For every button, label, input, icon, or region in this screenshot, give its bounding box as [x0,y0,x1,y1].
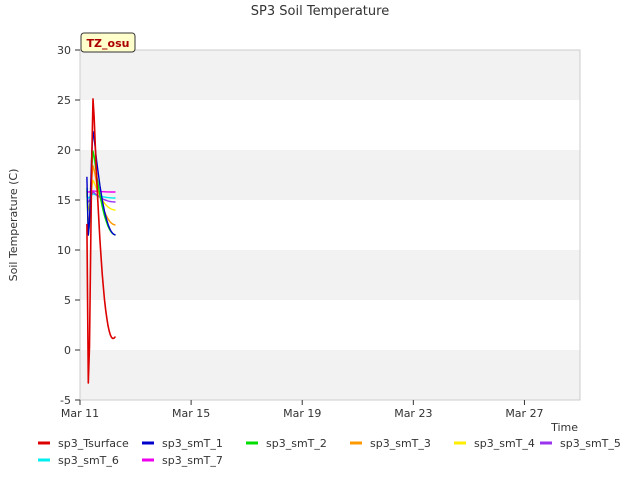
y-tick-label: 15 [57,194,71,207]
x-axis: Mar 11 Mar 15 Mar 19 Mar 23 Mar 27 [61,400,544,420]
y-tick-label: 10 [57,244,71,257]
legend-label: sp3_smT_7 [162,454,223,467]
tz-badge-box [80,32,136,53]
legend-label: sp3_Tsurface [58,437,129,450]
y-tick-label: 30 [57,44,71,57]
x-tick-label: Mar 23 [394,407,432,420]
y-tick-label: -5 [60,394,71,407]
grid-band [80,150,580,200]
chart-title: SP3 Soil Temperature [251,4,389,19]
legend-label: sp3_smT_4 [474,437,535,450]
y-tick-label: 25 [57,94,71,107]
grid-band [80,200,580,250]
x-tick-label: Mar 27 [505,407,543,420]
legend: sp3_Tsurface sp3_smT_1 sp3_smT_2 sp3_smT_3 s… [38,437,621,467]
y-axis: -5 0 5 10 15 20 25 30 [57,44,80,407]
plot-frame [79,49,581,401]
legend-label: sp3_smT_1 [162,437,223,450]
x-axis-label: Time [550,421,578,434]
grid-band [80,100,580,150]
grid-band [80,50,580,100]
grid-band [80,300,580,350]
series-line-sp3-Tsurface [86,98,116,384]
x-tick-label: Mar 11 [61,407,99,420]
x-tick-label: Mar 15 [172,407,210,420]
plot-background-bands [80,50,580,400]
legend-label: sp3_smT_6 [58,454,119,467]
x-tick-label: Mar 19 [283,407,321,420]
tz-badge-label: TZ_osu [87,37,130,50]
legend-label: sp3_smT_2 [266,437,327,450]
grid-band [80,350,580,400]
grid-band [80,250,580,300]
series-layer [86,98,116,384]
legend-label: sp3_smT_3 [370,437,431,450]
tz-badge: TZ_osu [80,32,136,53]
y-tick-label: 5 [64,294,71,307]
legend-label: sp3_smT_5 [560,437,621,450]
y-axis-label: Soil Temperature (C) [7,169,20,282]
y-tick-label: 20 [57,144,71,157]
y-tick-label: 0 [64,344,71,357]
